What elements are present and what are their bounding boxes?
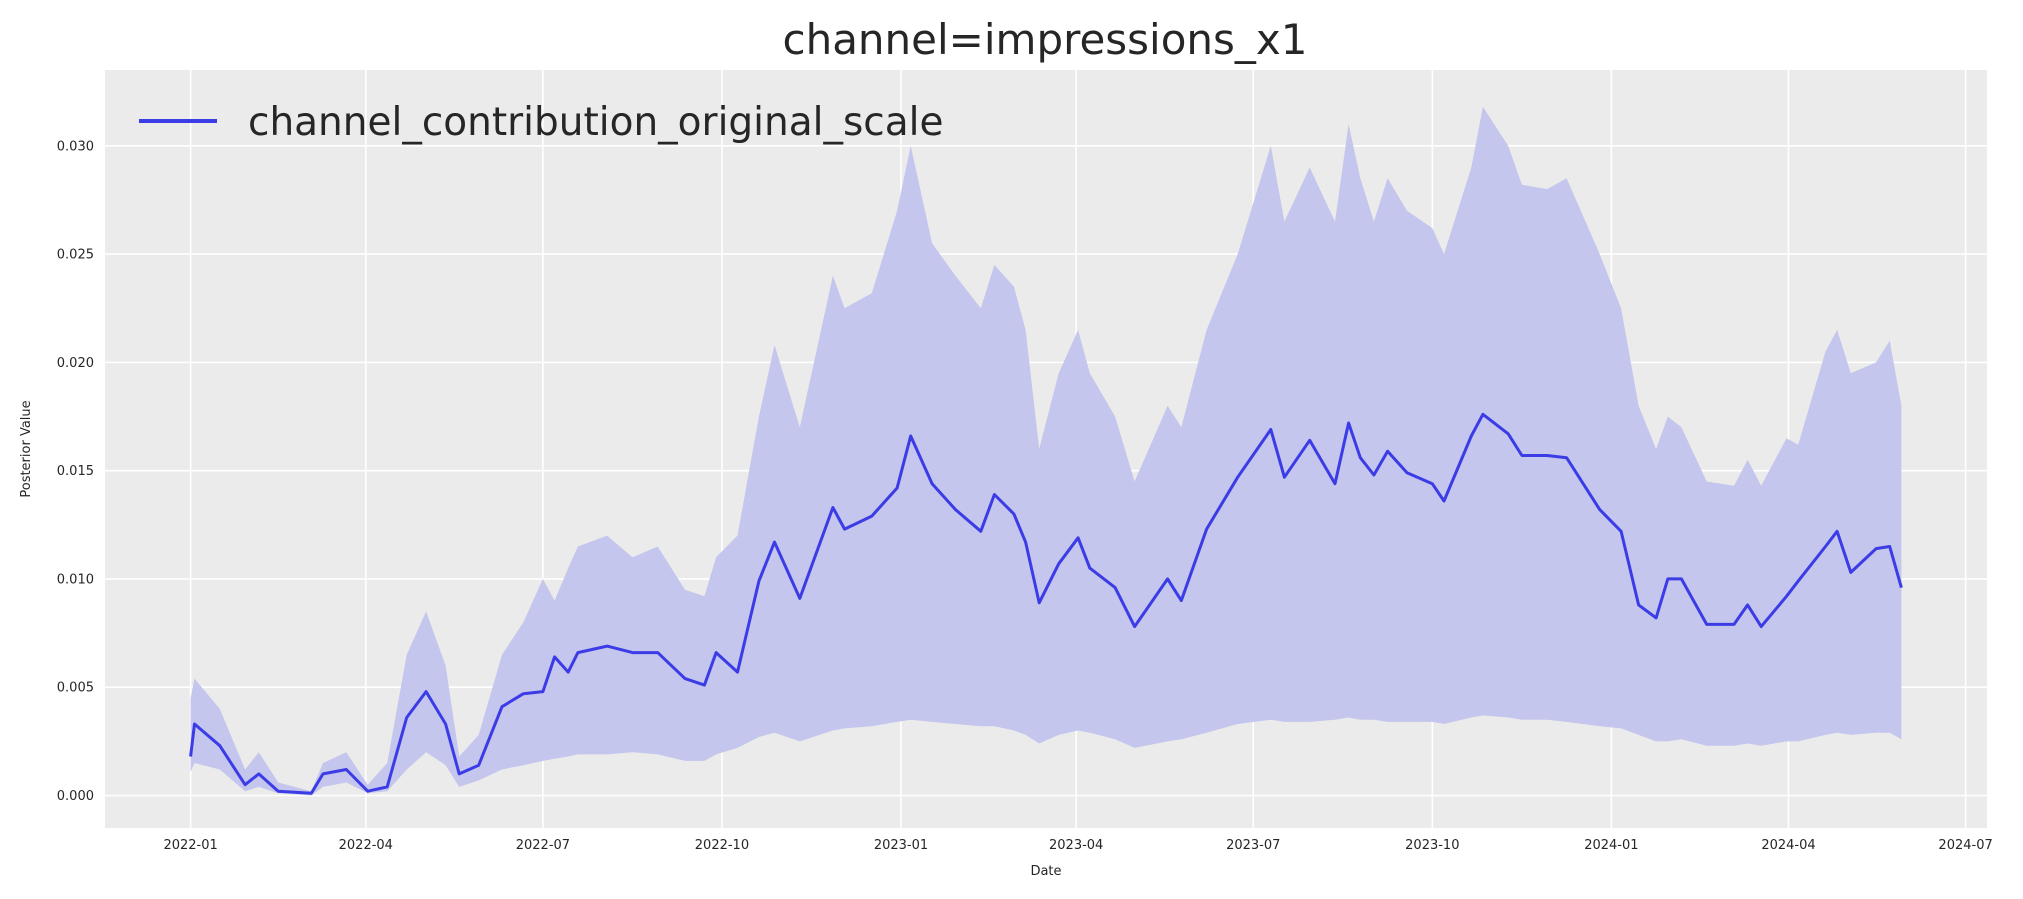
series-line-channel-contribution: [189, 412, 1903, 795]
credible-interval-band: [190, 106, 1902, 796]
x-tick-label: 2023-01: [874, 838, 928, 853]
x-tick-label: 2024-04: [1761, 838, 1815, 853]
y-tick-label: 0.020: [57, 356, 94, 371]
x-tick-label: 2023-04: [1049, 838, 1103, 853]
x-tick-label: 2022-07: [516, 838, 570, 853]
x-tick-label: 2024-01: [1584, 838, 1638, 853]
y-axis-label: Posterior Value: [19, 400, 34, 497]
x-tick-label: 2022-04: [339, 838, 393, 853]
y-tick-label: 0.025: [57, 248, 94, 263]
y-axis-ticks: 0.000 0.005 0.010 0.015 0.020 0.025 0.030: [57, 139, 94, 804]
y-tick-label: 0.030: [57, 139, 94, 154]
legend: channel_contribution_original_scale: [139, 100, 943, 145]
x-tick-label: 2023-10: [1405, 838, 1459, 853]
x-tick-label: 2022-01: [163, 838, 217, 853]
chart-title: channel=impressions_x1: [782, 15, 1307, 64]
x-tick-label: 2022-10: [695, 838, 749, 853]
y-tick-label: 0.015: [57, 464, 94, 479]
x-tick-label: 2023-07: [1226, 838, 1280, 853]
y-tick-label: 0.010: [57, 572, 94, 587]
x-tick-label: 2024-07: [1938, 838, 1992, 853]
legend-label: channel_contribution_original_scale: [248, 100, 943, 145]
y-tick-label: 0.000: [57, 789, 94, 804]
y-tick-label: 0.005: [57, 681, 94, 696]
x-axis-label: Date: [1030, 864, 1061, 879]
x-axis-ticks: 2022-01 2022-04 2022-07 2022-10 2023-01 2023-…: [163, 838, 1992, 853]
